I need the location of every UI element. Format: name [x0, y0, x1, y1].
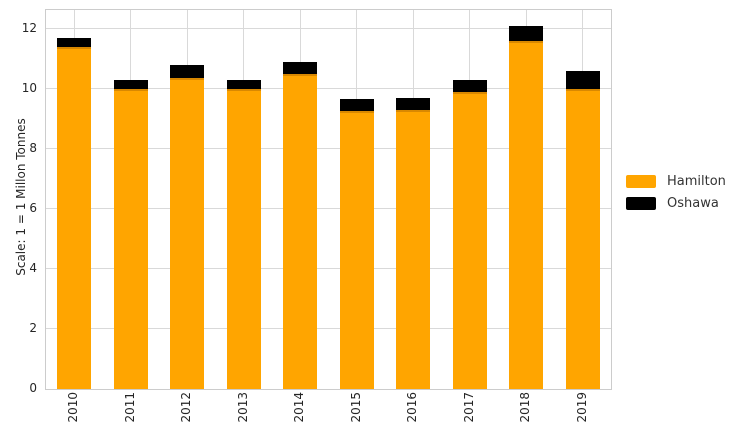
y-tick-label: 6 — [29, 200, 37, 215]
gridline-horizontal — [46, 328, 611, 330]
bar-segment-hamilton-2011 — [113, 88, 148, 389]
gridline-horizontal — [46, 268, 611, 270]
x-tick-label-2019: 2019 — [574, 392, 589, 423]
y-tick-label: 10 — [21, 80, 37, 95]
x-tick-label-2011: 2011 — [122, 392, 137, 423]
y-tick-label: 2 — [29, 320, 37, 335]
bar-stack-2010 — [57, 37, 92, 389]
gridline-horizontal — [46, 208, 611, 210]
plot-area — [45, 9, 612, 390]
legend-label-oshawa: Oshawa — [667, 196, 719, 211]
bar-segment-oshawa-2013 — [226, 79, 261, 89]
bar-stack-2015 — [339, 99, 374, 389]
bar-segment-hamilton-2018 — [509, 40, 544, 389]
bar-stack-2012 — [170, 64, 205, 389]
x-tick-label-2013: 2013 — [235, 392, 250, 423]
bar-segment-oshawa-2015 — [339, 99, 374, 112]
bar-segment-oshawa-2010 — [57, 37, 92, 47]
gridline-horizontal — [46, 148, 611, 150]
bar-segment-oshawa-2018 — [509, 25, 544, 41]
legend: Hamilton Oshawa — [626, 174, 726, 211]
hamilton-swatch-icon — [626, 175, 656, 188]
x-tick-label-2018: 2018 — [518, 392, 533, 423]
bar-segment-hamilton-2017 — [452, 91, 487, 389]
bar-stack-2011 — [113, 79, 148, 389]
bar-segment-oshawa-2019 — [565, 70, 600, 89]
bar-segment-hamilton-2015 — [339, 111, 374, 389]
y-tick-label: 0 — [29, 381, 37, 395]
bar-segment-oshawa-2012 — [170, 64, 205, 79]
legend-label-hamilton: Hamilton — [667, 174, 726, 189]
bar-segment-hamilton-2014 — [283, 73, 318, 389]
y-axis-label: Scale: 1 = 1 Millon Tonnes — [14, 118, 28, 276]
bar-stack-2017 — [452, 79, 487, 389]
x-tick-label-2015: 2015 — [348, 392, 363, 423]
bar-stack-2016 — [396, 97, 431, 389]
bar-segment-hamilton-2019 — [565, 88, 600, 389]
bar-stack-2013 — [226, 79, 261, 389]
oshawa-swatch-icon — [626, 197, 656, 210]
gridline-horizontal — [46, 28, 611, 30]
bar-segment-oshawa-2016 — [396, 97, 431, 110]
x-tick-label-2017: 2017 — [461, 392, 476, 423]
bar-segment-hamilton-2012 — [170, 78, 205, 389]
x-tick-label-2016: 2016 — [405, 392, 420, 423]
x-tick-label-2010: 2010 — [66, 392, 81, 423]
bar-segment-hamilton-2013 — [226, 88, 261, 389]
y-tick-label: 12 — [21, 20, 37, 35]
gridline-horizontal — [46, 88, 611, 90]
x-tick-label-2012: 2012 — [179, 392, 194, 423]
y-tick-label: 4 — [29, 260, 37, 275]
bar-segment-oshawa-2017 — [452, 79, 487, 92]
y-tick-label: 8 — [29, 140, 37, 155]
legend-item-oshawa: Oshawa — [626, 196, 726, 211]
bar-stack-2019 — [565, 70, 600, 389]
bar-segment-hamilton-2016 — [396, 109, 431, 389]
legend-item-hamilton: Hamilton — [626, 174, 726, 189]
bar-segment-oshawa-2014 — [283, 61, 318, 74]
bar-stack-2014 — [283, 61, 318, 389]
x-tick-label-2014: 2014 — [292, 392, 307, 423]
bar-stack-2018 — [509, 25, 544, 389]
bar-segment-hamilton-2010 — [57, 46, 92, 389]
bar-segment-oshawa-2011 — [113, 79, 148, 89]
